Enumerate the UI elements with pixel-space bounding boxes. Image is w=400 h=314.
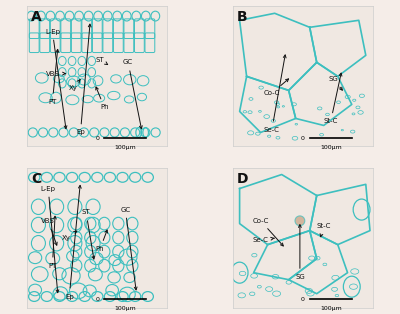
Text: 0: 0 (95, 297, 99, 302)
Text: PT: PT (48, 216, 57, 269)
Text: PT: PT (48, 49, 59, 105)
Text: VBS: VBS (41, 218, 57, 245)
Text: 0: 0 (95, 136, 99, 141)
Text: 100μm: 100μm (320, 145, 342, 150)
Text: Xy: Xy (69, 80, 80, 91)
Text: 100μm: 100μm (320, 306, 342, 311)
Text: 0: 0 (301, 297, 305, 302)
Text: Se-C: Se-C (253, 237, 274, 243)
Text: Co-C: Co-C (252, 218, 283, 246)
Text: ST: ST (82, 209, 95, 259)
Text: Ph: Ph (96, 230, 108, 252)
Text: SG: SG (295, 225, 305, 280)
Text: A: A (32, 10, 42, 24)
Text: L-Ep: L-Ep (41, 186, 59, 293)
Text: B: B (237, 10, 248, 24)
Text: L-Ep: L-Ep (45, 29, 67, 129)
Text: Ph: Ph (96, 87, 109, 110)
Ellipse shape (295, 216, 305, 226)
Text: Se-C: Se-C (264, 55, 286, 133)
Text: SG: SG (329, 76, 342, 90)
Text: GC: GC (120, 207, 137, 290)
Text: St-C: St-C (324, 73, 342, 124)
Text: 0: 0 (301, 136, 305, 141)
Text: VBS: VBS (46, 71, 66, 77)
Text: Xy: Xy (62, 231, 77, 241)
Text: St-C: St-C (316, 223, 331, 237)
Text: ST: ST (96, 57, 108, 65)
Text: D: D (237, 172, 248, 186)
Text: Ep: Ep (65, 185, 81, 300)
Text: GC: GC (123, 59, 142, 129)
Text: C: C (32, 172, 42, 186)
Text: Co-C: Co-C (264, 79, 288, 96)
Text: 100μm: 100μm (114, 145, 136, 150)
Text: 100μm: 100μm (114, 306, 136, 311)
Text: Ep: Ep (76, 24, 91, 135)
